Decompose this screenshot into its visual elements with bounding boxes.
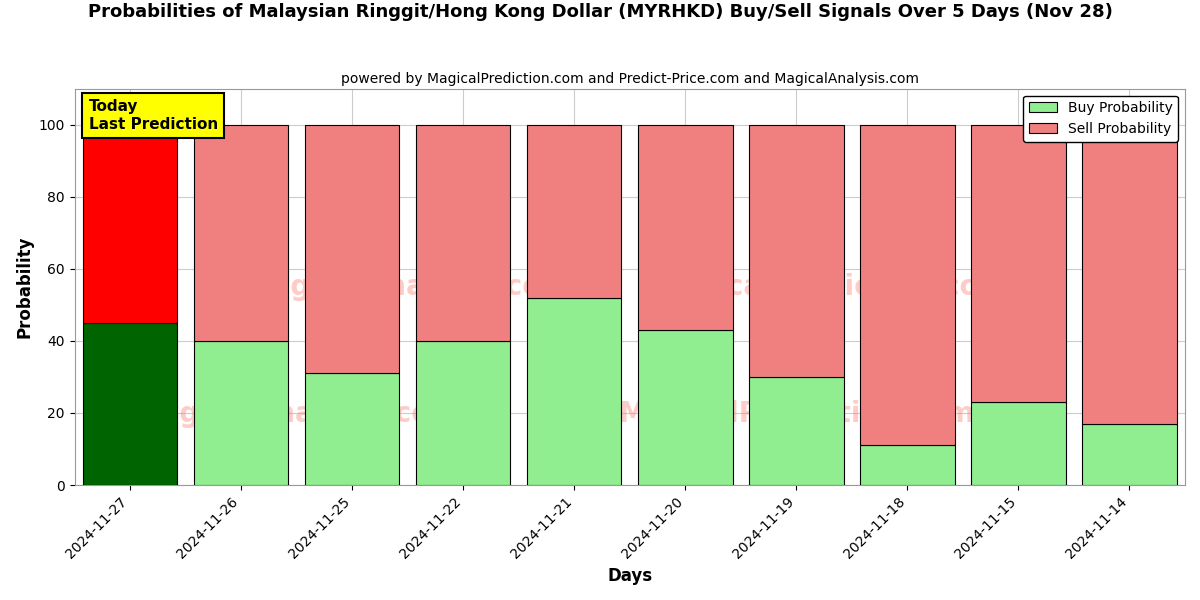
- Bar: [305, 125, 400, 373]
- Text: Probabilities of Malaysian Ringgit/Hong Kong Dollar (MYRHKD) Buy/Sell Signals Ov: Probabilities of Malaysian Ringgit/Hong …: [88, 3, 1112, 21]
- Bar: [416, 125, 510, 341]
- Bar: [1082, 125, 1177, 424]
- Bar: [860, 125, 955, 445]
- Bar: [527, 125, 622, 298]
- Text: MagicalAnalysis.com: MagicalAnalysis.com: [245, 273, 571, 301]
- Bar: [749, 125, 844, 377]
- Text: MagicalPrediction.com: MagicalPrediction.com: [652, 273, 1008, 301]
- Text: MagicalAnalysis.com: MagicalAnalysis.com: [133, 400, 460, 428]
- Bar: [860, 445, 955, 485]
- Bar: [971, 402, 1066, 485]
- Bar: [194, 125, 288, 341]
- X-axis label: Days: Days: [607, 567, 653, 585]
- Bar: [305, 373, 400, 485]
- Bar: [194, 341, 288, 485]
- Bar: [1082, 424, 1177, 485]
- Title: powered by MagicalPrediction.com and Predict-Price.com and MagicalAnalysis.com: powered by MagicalPrediction.com and Pre…: [341, 72, 919, 86]
- Bar: [638, 330, 732, 485]
- Legend: Buy Probability, Sell Probability: Buy Probability, Sell Probability: [1024, 95, 1178, 142]
- Bar: [749, 377, 844, 485]
- Bar: [416, 341, 510, 485]
- Text: MagicalPrediction.com: MagicalPrediction.com: [618, 400, 974, 428]
- Y-axis label: Probability: Probability: [16, 236, 34, 338]
- Bar: [638, 125, 732, 330]
- Bar: [971, 125, 1066, 402]
- Bar: [83, 323, 178, 485]
- Bar: [527, 298, 622, 485]
- Bar: [83, 125, 178, 323]
- Text: Today
Last Prediction: Today Last Prediction: [89, 100, 217, 132]
